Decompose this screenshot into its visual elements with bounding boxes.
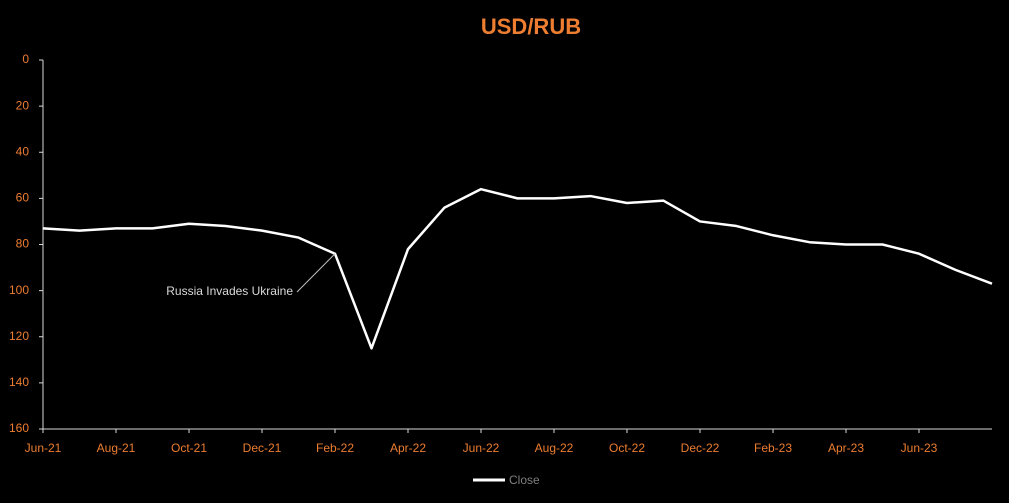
y-tick-label: 140 xyxy=(9,375,29,389)
x-tick-label: Jun-22 xyxy=(463,441,500,455)
x-tick-label: Jun-23 xyxy=(901,441,938,455)
x-tick-label: Dec-22 xyxy=(681,441,720,455)
annotation-leader xyxy=(296,253,336,293)
x-tick-label: Feb-22 xyxy=(316,441,354,455)
y-tick-label: 80 xyxy=(16,237,30,251)
x-tick-label: Apr-23 xyxy=(828,441,864,455)
y-tick-label: 40 xyxy=(16,144,30,158)
y-tick-label: 0 xyxy=(22,52,29,66)
legend-label: Close xyxy=(509,473,540,487)
y-tick-label: 160 xyxy=(9,421,29,435)
x-tick-label: Dec-21 xyxy=(243,441,282,455)
y-tick-label: 60 xyxy=(16,191,30,205)
x-tick-label: Feb-23 xyxy=(754,441,792,455)
line-series xyxy=(42,187,993,350)
y-tick-label: 20 xyxy=(16,98,30,112)
x-tick-label: Apr-22 xyxy=(390,441,426,455)
x-tick-label: Jun-21 xyxy=(25,441,62,455)
y-tick-label: 120 xyxy=(9,329,29,343)
chart-title: USD/RUB xyxy=(481,14,581,39)
x-tick-label: Oct-22 xyxy=(609,441,645,455)
x-tick-label: Aug-21 xyxy=(97,441,136,455)
x-tick-label: Aug-22 xyxy=(535,441,574,455)
annotation: Russia Invades Ukraine xyxy=(166,284,293,298)
x-tick-label: Oct-21 xyxy=(171,441,207,455)
y-tick-label: 100 xyxy=(9,283,29,297)
